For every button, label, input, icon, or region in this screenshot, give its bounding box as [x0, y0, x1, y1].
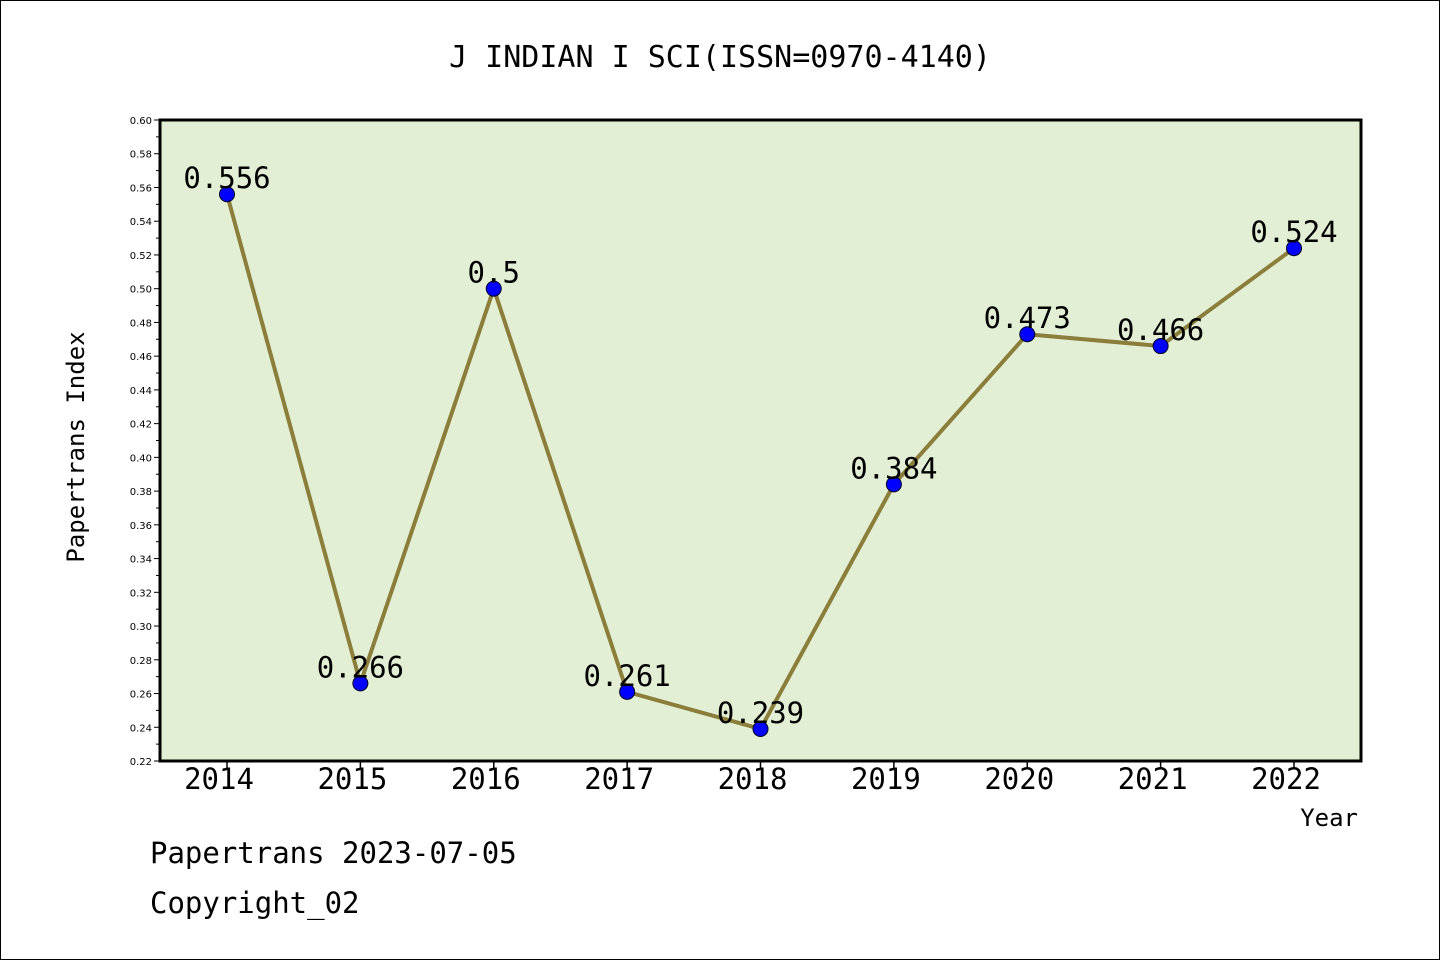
y-tick-label: 0.46 — [130, 352, 152, 363]
data-point — [619, 683, 636, 700]
x-tick-label: 2022 — [1251, 762, 1321, 796]
data-point — [1286, 240, 1302, 257]
y-tick-label: 0.24 — [130, 723, 152, 734]
y-tick-label: 0.48 — [130, 318, 152, 329]
data-point — [885, 476, 902, 493]
data-point — [1152, 338, 1169, 355]
data-label: 0.473 — [984, 301, 1071, 335]
y-tick-label: 0.36 — [130, 521, 152, 532]
data-point — [1019, 326, 1036, 343]
data-point — [219, 186, 235, 203]
y-tick-label: 0.52 — [130, 251, 152, 262]
y-tick-label: 0.42 — [130, 420, 152, 431]
x-tick-label: 2019 — [851, 762, 921, 796]
footer-date: Papertrans 2023-07-05 — [150, 836, 517, 870]
y-tick-label: 0.28 — [130, 656, 152, 667]
y-tick-label: 0.54 — [130, 217, 152, 228]
y-tick-label: 0.58 — [130, 150, 152, 161]
data-label: 0.524 — [1250, 215, 1337, 249]
y-tick-label: 0.50 — [130, 285, 152, 296]
x-tick-label: 2021 — [1118, 762, 1188, 796]
data-label: 0.239 — [717, 696, 804, 730]
y-tick-label: 0.38 — [130, 487, 152, 498]
x-tick-label: 2020 — [984, 762, 1054, 796]
data-label: 0.466 — [1117, 313, 1204, 347]
y-tick-label: 0.30 — [130, 622, 152, 633]
y-tick-label: 0.26 — [130, 690, 152, 701]
data-point — [752, 720, 769, 737]
y-tick-label: 0.44 — [130, 386, 152, 397]
y-tick-label: 0.60 — [130, 116, 152, 127]
data-label: 0.261 — [583, 659, 670, 693]
data-label: 0.556 — [183, 161, 270, 195]
x-tick-label: 2014 — [184, 762, 254, 796]
plot-area — [158, 118, 1363, 763]
data-label: 0.266 — [317, 650, 404, 684]
y-tick-label: 0.32 — [130, 588, 152, 599]
data-label: 0.5 — [468, 256, 520, 290]
chart-title: J INDIAN I SCI(ISSN=0970-4140) — [449, 40, 991, 75]
y-tick-label: 0.22 — [130, 757, 152, 768]
series-layer: 0.556 0.266 0.5 0.261 0.239 0.384 0.473 0.466 0.… — [183, 161, 1338, 737]
x-tick-label: 2015 — [317, 762, 387, 796]
y-axis-label: Papertrans Index — [62, 331, 90, 562]
x-tick-label: 2018 — [718, 762, 788, 796]
x-axis: 2014 2015 2016 2017 2018 2019 2020 2021 2022 — [184, 761, 1321, 796]
y-axis: 0.22 0.24 0.26 0.28 0.30 0.32 0.34 0.36 0.38 0.40… — [130, 116, 160, 768]
x-axis-label: Year — [1300, 804, 1358, 832]
data-label: 0.384 — [850, 451, 937, 485]
y-tick-label: 0.34 — [130, 555, 152, 566]
footer-copyright: Copyright_02 — [150, 886, 360, 920]
x-tick-label: 2017 — [584, 762, 654, 796]
x-tick-label: 2016 — [451, 762, 521, 796]
data-point — [485, 280, 502, 297]
y-tick-label: 0.56 — [130, 183, 152, 194]
y-tick-label: 0.40 — [130, 453, 152, 464]
data-point — [352, 675, 369, 692]
